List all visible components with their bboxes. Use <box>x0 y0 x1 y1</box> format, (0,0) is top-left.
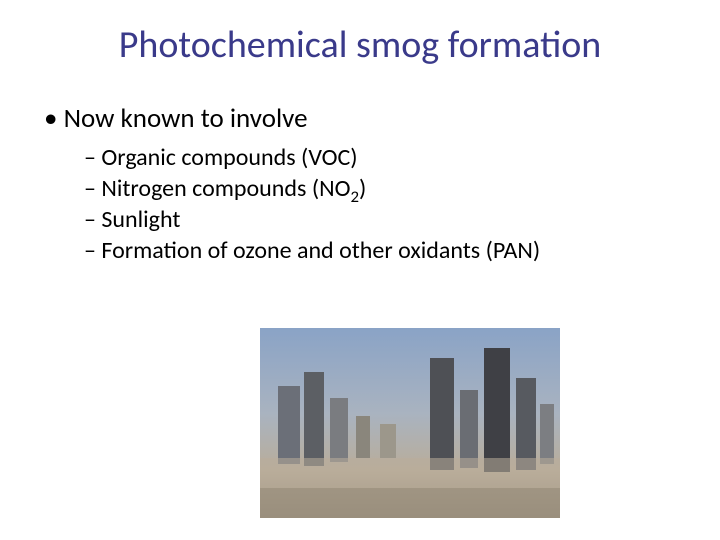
slide-title: Photochemical smog formation <box>40 24 680 68</box>
building <box>516 378 536 470</box>
sub-bullet: Formation of ozone and other oxidants (P… <box>84 236 680 267</box>
main-bullet: Now known to involve <box>40 102 680 136</box>
sub-bullet-text: ) <box>359 174 366 203</box>
smog-skyline-icon <box>260 328 560 518</box>
sub-bullet: Organic compounds (VOC) <box>84 143 680 174</box>
smog-photo <box>260 328 560 518</box>
subscript: 2 <box>350 186 359 207</box>
building <box>356 416 370 458</box>
building <box>330 398 348 462</box>
building <box>304 372 324 466</box>
building <box>380 424 396 458</box>
sub-bullet-text: Nitrogen compounds (NO <box>101 174 350 203</box>
foreground-overlay <box>260 488 560 518</box>
building <box>430 358 454 470</box>
sub-bullet: Sunlight <box>84 205 680 236</box>
sub-bullet-list: Organic compounds (VOC) Nitrogen compoun… <box>84 143 680 266</box>
slide: Photochemical smog formation Now known t… <box>0 0 720 540</box>
building <box>484 348 510 472</box>
building <box>540 404 554 464</box>
sub-bullet: Nitrogen compounds (NO2) <box>84 174 680 205</box>
building <box>278 386 300 464</box>
building <box>460 390 478 468</box>
